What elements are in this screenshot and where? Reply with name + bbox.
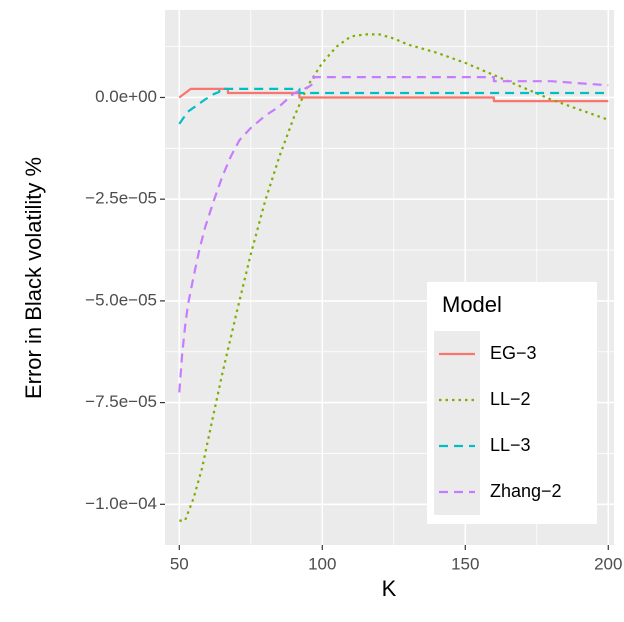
y-tick-label: 0.0e+00: [95, 87, 157, 106]
series-line: [178, 75, 609, 393]
y-tick-label: −2.5e−05: [85, 189, 157, 208]
x-tick-label: 150: [451, 554, 479, 573]
legend-items: EG−3 LL−2 LL−3 Zhang−2: [434, 331, 562, 515]
legend-label: Zhang−2: [490, 481, 562, 501]
x-tick-label: 100: [308, 554, 336, 573]
x-tick-label: 50: [170, 554, 189, 573]
y-tick-label: −7.5e−05: [85, 392, 157, 411]
legend-label: LL−2: [490, 389, 531, 409]
legend-label: EG−3: [490, 343, 537, 363]
series-line: [178, 87, 609, 125]
x-axis: 50 100 150 200: [170, 545, 622, 573]
x-tick-label: 200: [594, 554, 622, 573]
y-axis-title: Error in Black volatility %: [21, 157, 46, 399]
x-axis-title: K: [382, 576, 397, 601]
y-tick-label: −1.0e−04: [85, 494, 157, 513]
legend-title: Model: [442, 292, 502, 317]
legend-label: LL−3: [490, 435, 531, 455]
legend: Model EG−3 LL−2 LL−3 Zhang−2: [427, 282, 597, 524]
series-layer: [178, 33, 609, 522]
series-line: [179, 33, 609, 522]
y-axis: 0.0e+00 −2.5e−05 −5.0e−05 −7.5e−05 −1.0e−04: [85, 87, 165, 513]
y-tick-label: −5.0e−05: [85, 290, 157, 309]
